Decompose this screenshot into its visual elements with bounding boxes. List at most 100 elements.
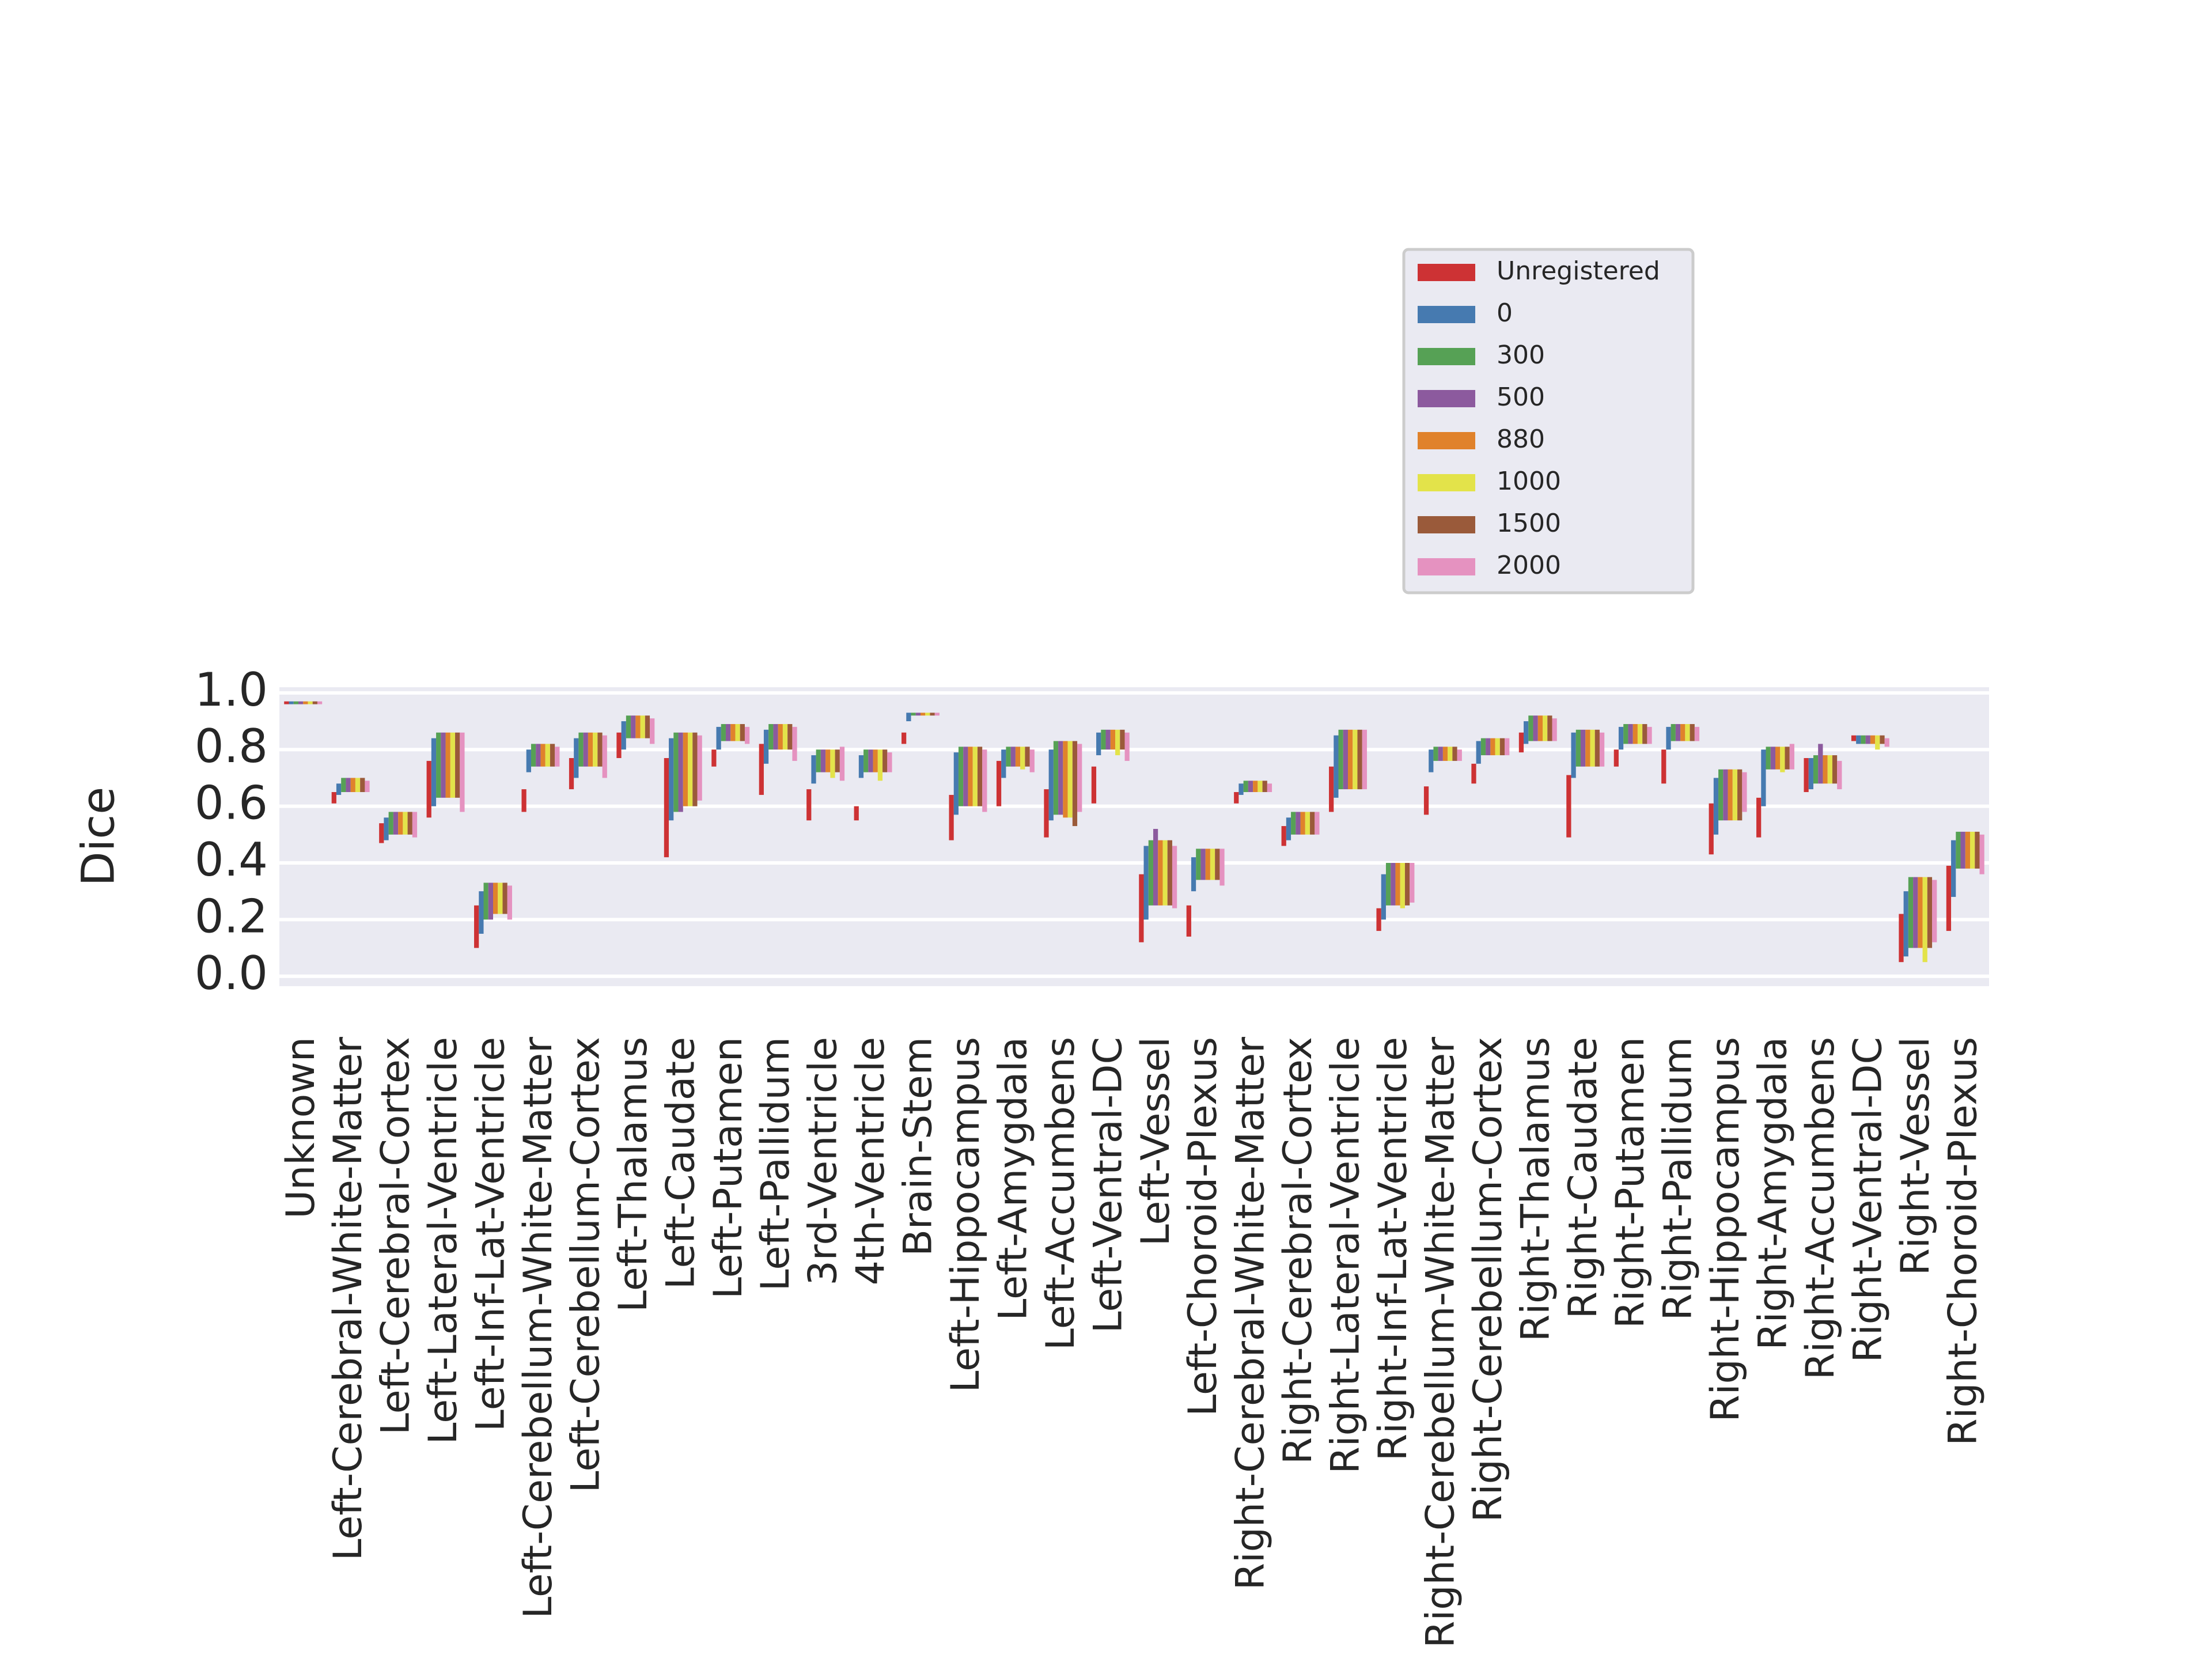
box: [1110, 729, 1116, 750]
box: [1780, 747, 1785, 772]
x-tick-label: Right-Choroid-Plexus: [1940, 1037, 1986, 1446]
box: [1115, 729, 1120, 756]
box: [958, 747, 964, 806]
box: [1875, 735, 1880, 750]
box: [1105, 729, 1111, 750]
box: [1709, 803, 1714, 855]
box: [341, 778, 346, 793]
box: [650, 718, 655, 744]
box: [1153, 828, 1158, 906]
box: [1599, 732, 1605, 767]
box: [735, 724, 740, 741]
box: [1490, 738, 1495, 756]
box: [545, 744, 550, 767]
box: [1951, 840, 1956, 897]
box: [977, 747, 983, 806]
box: [384, 817, 389, 840]
box: [445, 732, 450, 798]
box: [1775, 747, 1781, 770]
box: [1713, 778, 1719, 835]
box: [426, 760, 431, 818]
plot-area: [279, 687, 1989, 986]
box: [1186, 905, 1191, 937]
box: [1329, 766, 1334, 812]
box: [1077, 744, 1082, 812]
box: [317, 701, 323, 704]
box: [1732, 769, 1738, 821]
box: [602, 735, 607, 778]
box: [873, 749, 878, 772]
box: [1566, 775, 1571, 838]
box: [1804, 757, 1809, 793]
box: [1410, 863, 1415, 903]
box: [1918, 877, 1923, 948]
box: [1334, 735, 1339, 798]
box: [626, 715, 631, 738]
box: [1685, 724, 1690, 741]
box: [312, 701, 317, 704]
box: [393, 812, 399, 835]
box: [1091, 766, 1097, 804]
legend-swatch: [1418, 558, 1475, 575]
legend-label: 0: [1497, 298, 1513, 328]
box: [1623, 724, 1628, 744]
x-tick-label: Left-Pallidum: [753, 1037, 798, 1291]
box: [1946, 865, 1952, 931]
box: [1210, 849, 1215, 880]
box: [1694, 726, 1700, 741]
box: [474, 905, 479, 948]
legend-label: 300: [1497, 340, 1545, 370]
box: [526, 749, 531, 772]
box: [1148, 840, 1153, 906]
box: [725, 724, 731, 741]
x-tick-label: Left-Choroid-Plexus: [1180, 1037, 1226, 1416]
x-tick-label: Left-Cerebellum-White-Matter: [516, 1037, 561, 1619]
box: [1903, 891, 1908, 957]
box: [1205, 849, 1210, 880]
box: [1766, 747, 1771, 770]
box: [854, 806, 859, 821]
box: [1637, 724, 1643, 744]
box: [1385, 863, 1391, 906]
legend-label: 1000: [1497, 467, 1561, 496]
box: [1442, 747, 1448, 761]
box: [1457, 749, 1462, 761]
legend-swatch: [1418, 390, 1475, 407]
box: [645, 715, 650, 738]
y-axis-label: Dice: [73, 787, 124, 887]
box: [1647, 726, 1652, 744]
x-tick-label: Left-Accumbens: [1038, 1037, 1084, 1350]
box: [360, 778, 365, 793]
box: [688, 732, 693, 806]
legend-label: 2000: [1497, 551, 1561, 580]
box: [1975, 831, 1980, 869]
box: [479, 891, 484, 934]
x-tick-label: Right-Ventral-DC: [1845, 1037, 1891, 1362]
box: [1480, 738, 1486, 756]
box: [1300, 812, 1305, 835]
x-tick-label: Right-Cerebellum-Cortex: [1465, 1037, 1511, 1522]
legend-swatch: [1418, 432, 1475, 449]
box: [460, 732, 465, 812]
legend-label: Unregistered: [1497, 256, 1660, 286]
box: [1006, 747, 1011, 767]
box: [593, 732, 598, 767]
x-tick-label: Left-Cerebral-White-Matter: [325, 1037, 371, 1560]
box: [1756, 797, 1762, 838]
box: [1281, 826, 1286, 846]
box: [934, 713, 940, 716]
box: [502, 882, 507, 914]
x-tick-label: Right-Inf-Lat-Ventricle: [1370, 1037, 1416, 1461]
box: [1956, 831, 1961, 869]
legend-swatch: [1418, 348, 1475, 365]
x-tick-label: 3rd-Ventricle: [801, 1037, 846, 1286]
box: [493, 882, 498, 914]
box: [1865, 735, 1870, 744]
box: [972, 747, 978, 806]
box: [1613, 749, 1619, 767]
box: [1162, 840, 1168, 906]
box: [1737, 769, 1743, 821]
box: [835, 749, 840, 772]
box: [1139, 874, 1144, 942]
box: [1922, 877, 1927, 963]
